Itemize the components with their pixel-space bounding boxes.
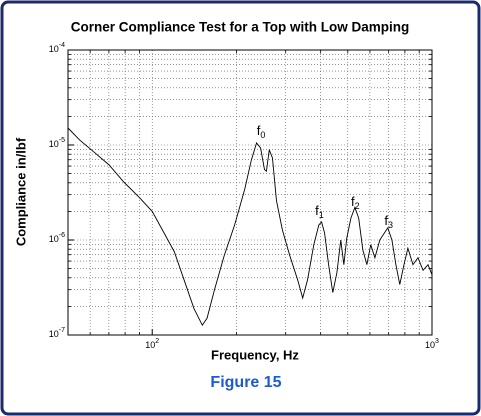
y-tick-label: 10-5 (49, 137, 65, 150)
annotation-subscript: 3 (388, 220, 393, 230)
annotation-subscript: 0 (260, 130, 265, 140)
y-tick-label: 10-7 (49, 327, 65, 340)
chart-title: Corner Compliance Test for a Top with Lo… (71, 20, 410, 35)
tick-exponent: -6 (59, 232, 65, 239)
y-tick-label: 10-4 (49, 42, 65, 55)
figure-caption: Figure 15 (210, 374, 281, 391)
tick-base: 10 (49, 44, 59, 54)
tick-exponent: 2 (155, 338, 159, 345)
annotation: f0 (257, 123, 266, 140)
y-tick-label: 10-6 (49, 232, 65, 245)
tick-base: 10 (425, 340, 435, 350)
x-tick-label: 103 (425, 338, 439, 351)
annotation: f1 (315, 203, 324, 220)
annotation-text: f (257, 123, 261, 138)
tick-exponent: -4 (59, 42, 65, 49)
tick-base: 10 (145, 340, 155, 350)
tick-base: 10 (49, 234, 59, 244)
annotation: f2 (351, 194, 360, 211)
annotation-subscript: 2 (355, 201, 360, 211)
annotation-text: f (351, 194, 355, 209)
tick-base: 10 (49, 329, 59, 339)
x-tick-label: 102 (145, 338, 159, 351)
data-line (67, 127, 433, 327)
annotation: f3 (384, 213, 393, 230)
annotation-text: f (315, 203, 319, 218)
tick-exponent: -7 (59, 327, 65, 334)
tick-exponent: -5 (59, 137, 65, 144)
annotation-subscript: 1 (319, 210, 324, 220)
tick-exponent: 3 (435, 338, 439, 345)
tick-base: 10 (49, 139, 59, 149)
plot-area (67, 49, 433, 336)
annotation-text: f (384, 213, 388, 228)
x-axis-label: Frequency, Hz (211, 347, 299, 362)
y-axis-label: Compliance in/lbf (13, 137, 28, 246)
